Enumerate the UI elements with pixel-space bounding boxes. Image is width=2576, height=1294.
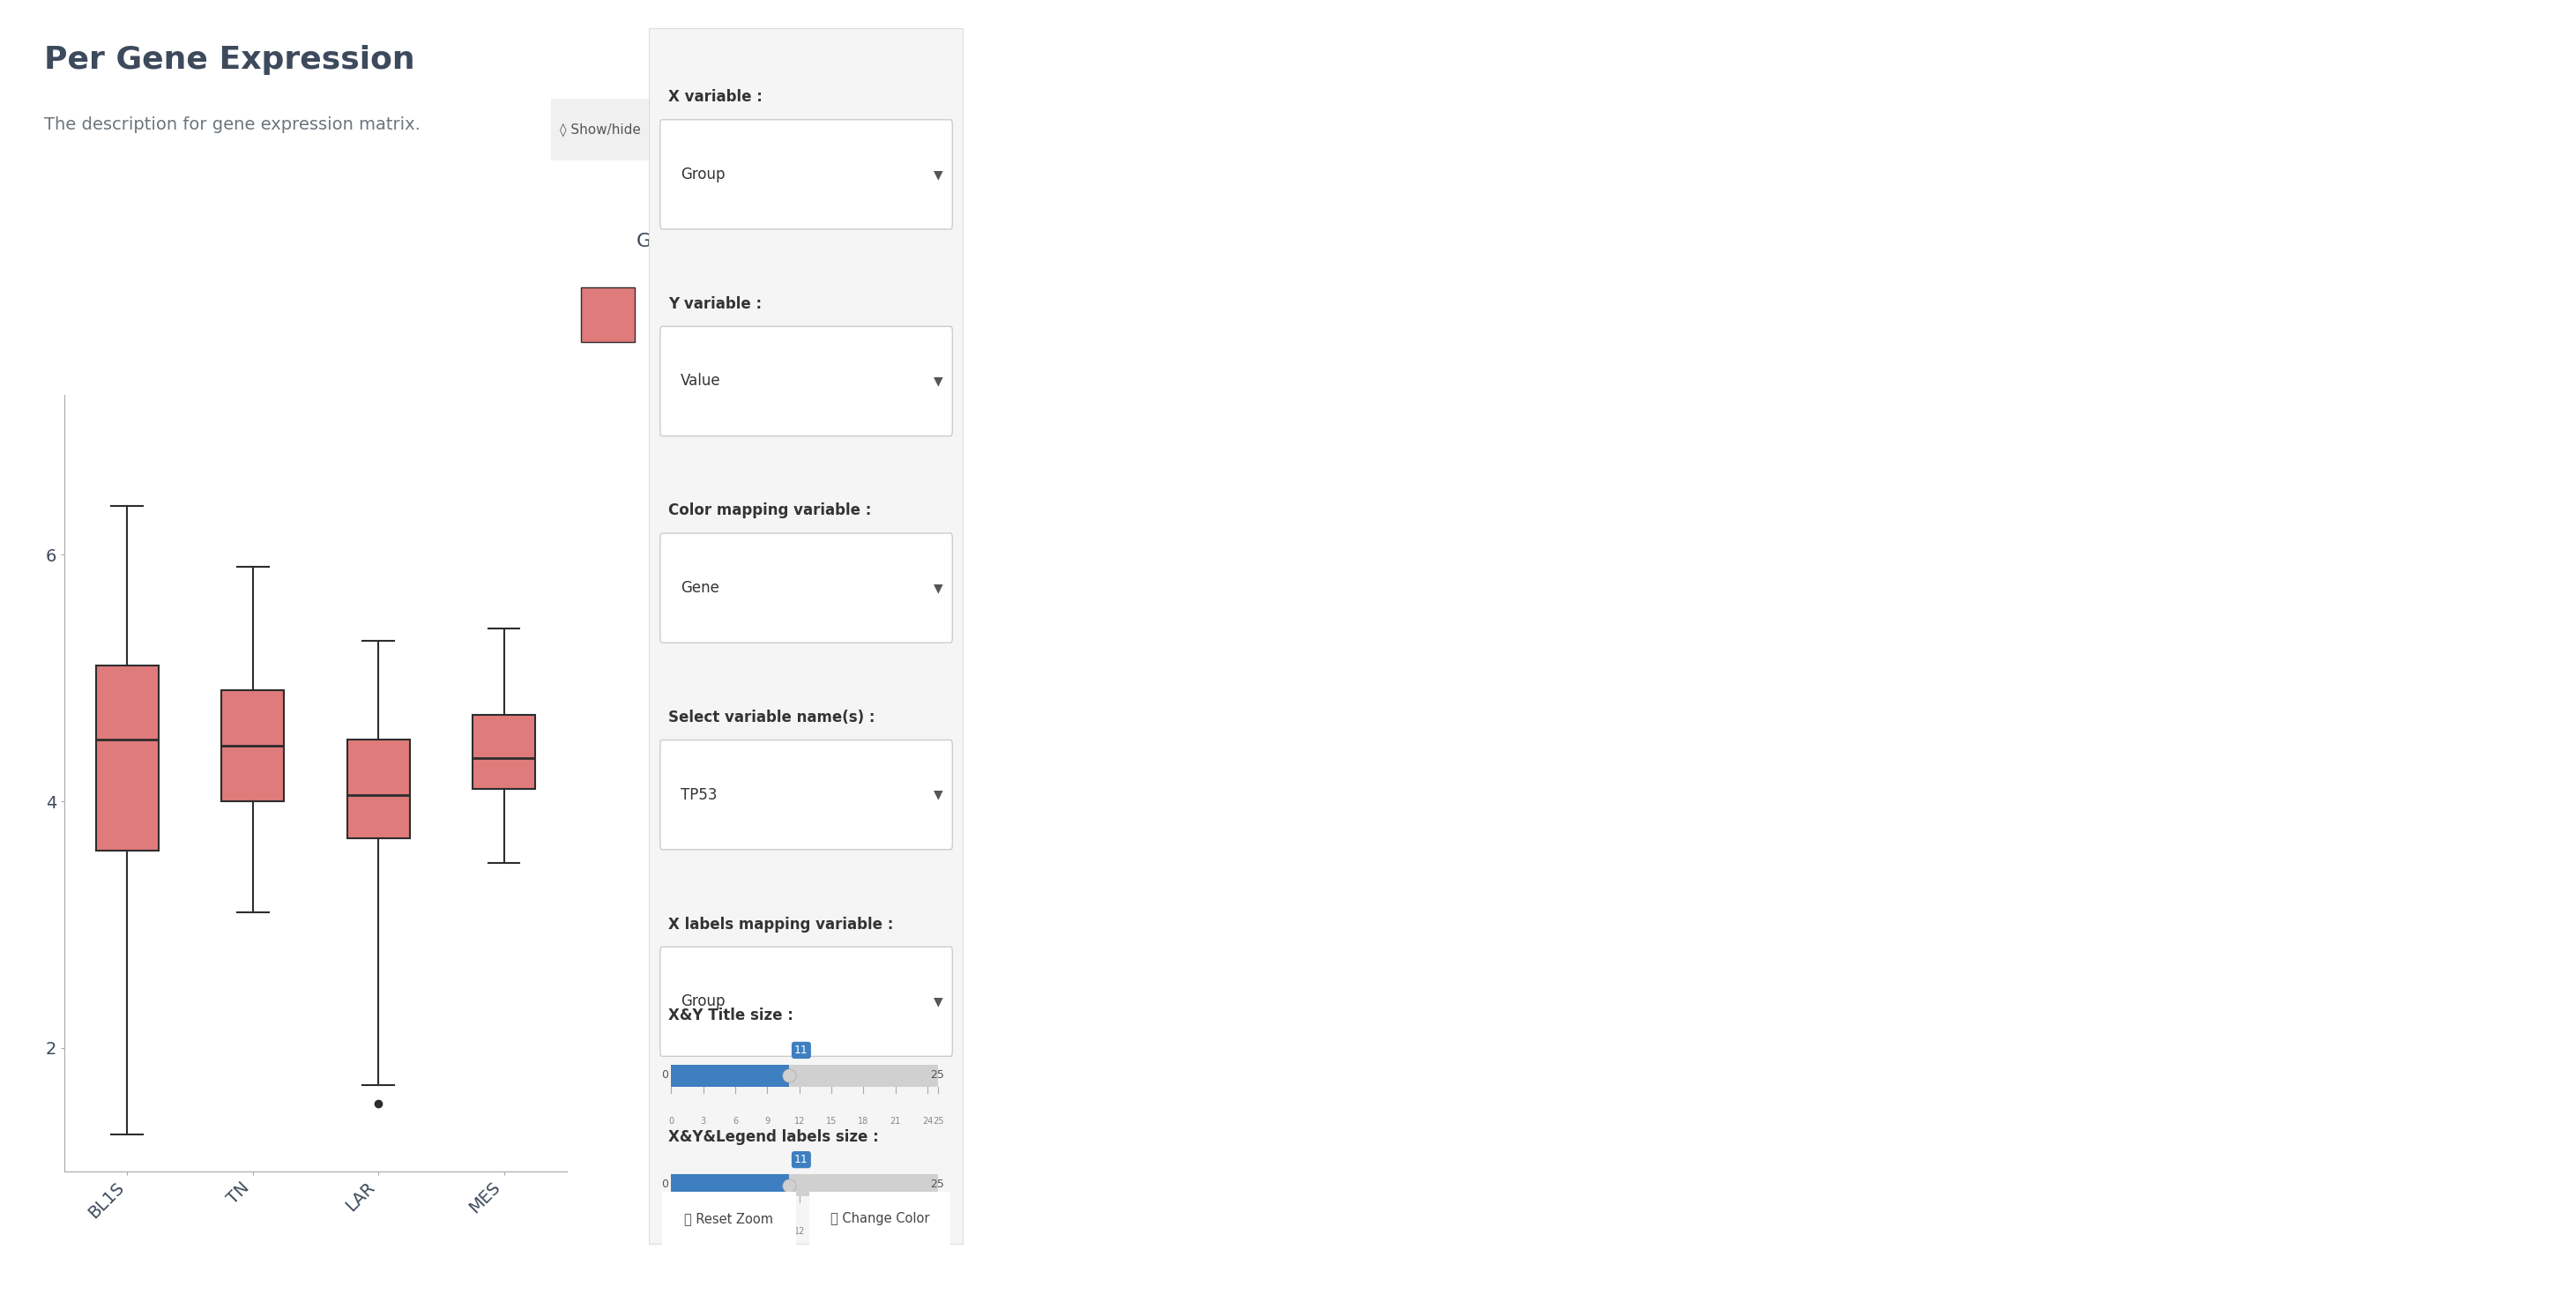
Text: Gene: Gene — [680, 580, 719, 597]
Text: 0: 0 — [662, 1069, 670, 1080]
Text: 3: 3 — [701, 1117, 706, 1126]
Text: 18: 18 — [858, 1227, 868, 1236]
FancyBboxPatch shape — [546, 96, 654, 163]
FancyBboxPatch shape — [801, 1189, 958, 1249]
Text: 12: 12 — [793, 1227, 804, 1236]
FancyBboxPatch shape — [580, 287, 634, 342]
PathPatch shape — [222, 691, 283, 801]
Text: X variable :: X variable : — [667, 89, 762, 105]
Bar — [672, 1174, 938, 1196]
Text: 21: 21 — [891, 1227, 902, 1236]
Text: 25: 25 — [933, 1227, 943, 1236]
Text: ▼: ▼ — [933, 582, 943, 594]
Text: 15: 15 — [827, 1117, 837, 1126]
FancyBboxPatch shape — [659, 326, 953, 436]
Text: Per Gene Expression: Per Gene Expression — [44, 45, 415, 75]
Text: Value: Value — [680, 373, 721, 389]
Text: TP53: TP53 — [654, 307, 696, 324]
Text: 25: 25 — [930, 1179, 945, 1189]
Text: 11: 11 — [793, 1154, 809, 1166]
Text: Color mapping variable :: Color mapping variable : — [667, 503, 871, 519]
Text: Gene: Gene — [636, 233, 688, 251]
Text: 6: 6 — [732, 1117, 737, 1126]
Text: 25: 25 — [933, 1117, 943, 1126]
Text: TP53: TP53 — [680, 787, 716, 802]
Text: Select variable name(s) :: Select variable name(s) : — [667, 709, 876, 726]
FancyBboxPatch shape — [654, 1189, 804, 1249]
PathPatch shape — [471, 716, 536, 789]
PathPatch shape — [348, 740, 410, 839]
Bar — [672, 1174, 788, 1196]
Text: 15: 15 — [827, 1227, 837, 1236]
Bar — [672, 1065, 788, 1087]
Text: Group: Group — [680, 167, 724, 182]
Text: 0: 0 — [662, 1179, 670, 1189]
Text: 0: 0 — [667, 1117, 675, 1126]
Text: 9: 9 — [765, 1117, 770, 1126]
Text: 18: 18 — [858, 1117, 868, 1126]
Text: ▼: ▼ — [933, 995, 943, 1008]
Text: ▼: ▼ — [933, 788, 943, 801]
PathPatch shape — [95, 666, 160, 850]
Text: 0: 0 — [667, 1227, 675, 1236]
FancyBboxPatch shape — [659, 740, 953, 850]
Text: 🔍 Reset Zoom: 🔍 Reset Zoom — [685, 1212, 773, 1225]
FancyBboxPatch shape — [659, 120, 953, 229]
Text: X&Y Title size :: X&Y Title size : — [667, 1008, 793, 1024]
Text: ▼: ▼ — [933, 168, 943, 181]
Text: 9: 9 — [765, 1227, 770, 1236]
Text: X labels mapping variable :: X labels mapping variable : — [667, 916, 894, 932]
Text: Group: Group — [680, 994, 724, 1009]
Text: 11: 11 — [793, 1044, 809, 1056]
Text: ▼: ▼ — [933, 375, 943, 387]
Text: ◊ Show/hide: ◊ Show/hide — [559, 123, 641, 136]
Text: 24: 24 — [922, 1227, 933, 1236]
Text: 3: 3 — [701, 1227, 706, 1236]
Text: X&Y&Legend labels size :: X&Y&Legend labels size : — [667, 1130, 878, 1145]
Text: 6: 6 — [732, 1227, 737, 1236]
Text: 21: 21 — [891, 1117, 902, 1126]
FancyBboxPatch shape — [659, 947, 953, 1056]
Text: The description for gene expression matrix.: The description for gene expression matr… — [44, 116, 420, 133]
Text: 24: 24 — [922, 1117, 933, 1126]
Text: ⭐ Change Color: ⭐ Change Color — [829, 1212, 930, 1225]
Text: Y variable :: Y variable : — [667, 296, 762, 312]
Bar — [672, 1065, 938, 1087]
FancyBboxPatch shape — [659, 533, 953, 643]
Text: 25: 25 — [930, 1069, 945, 1080]
Text: 12: 12 — [793, 1117, 804, 1126]
